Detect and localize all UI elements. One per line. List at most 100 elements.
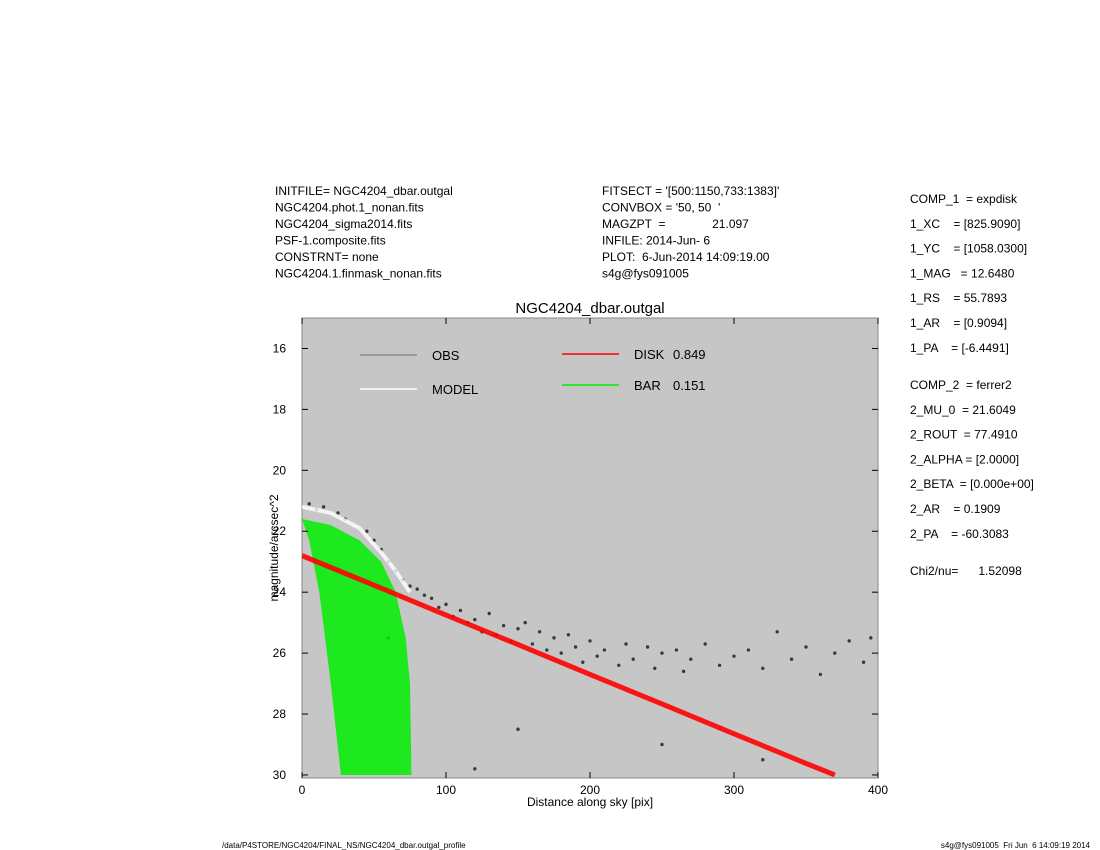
model-line xyxy=(302,504,412,594)
obs-point xyxy=(552,636,556,640)
obs-point xyxy=(660,651,664,655)
obs-point xyxy=(523,620,527,625)
param-line: 2_PA = -60.3083 xyxy=(910,527,1009,541)
y-axis-label: magnitude/arcsec^2 xyxy=(267,494,281,601)
x-tick-label: 400 xyxy=(868,783,888,797)
obs-point xyxy=(444,602,448,607)
x-tick-label: 100 xyxy=(436,783,456,797)
obs-point xyxy=(660,742,664,747)
info-line: CONSTRNT= none xyxy=(275,250,379,264)
obs-point xyxy=(869,636,873,640)
obs-point xyxy=(761,758,765,762)
info-line: PSF-1.composite.fits xyxy=(275,234,386,248)
obs-point xyxy=(437,605,441,610)
obs-point xyxy=(732,654,736,658)
obs-point xyxy=(624,642,628,646)
plot-marks xyxy=(302,502,873,778)
y-tick-label: 16 xyxy=(273,341,287,355)
param-line: COMP_2 = ferrer2 xyxy=(910,378,1012,392)
param-line: COMP_1 = expdisk xyxy=(910,192,1018,206)
y-tick-label: 28 xyxy=(273,707,287,721)
obs-point xyxy=(473,617,477,622)
param-line: 2_ALPHA = [2.0000] xyxy=(910,452,1019,466)
param-line: 2_AR = 0.1909 xyxy=(910,502,1001,516)
obs-point xyxy=(487,611,491,616)
obs-point xyxy=(617,663,621,667)
obs-point xyxy=(573,645,578,649)
info-line: INFILE: 2014-Jun- 6 xyxy=(602,234,710,248)
info-line: MAGZPT = 21.097 xyxy=(602,217,749,231)
obs-point xyxy=(746,648,751,652)
info-line: NGC4204_sigma2014.fits xyxy=(275,217,412,231)
param-line: 1_YC = [1058.0300] xyxy=(910,242,1027,256)
disk-band xyxy=(302,553,836,778)
obs-point xyxy=(501,623,506,628)
obs-point xyxy=(422,593,427,597)
y-tick-label: 24 xyxy=(273,585,287,599)
obs-point xyxy=(458,608,463,613)
param-line: 2_ROUT = 77.4910 xyxy=(910,428,1018,442)
info-line: s4g@fys091005 xyxy=(602,267,689,281)
obs-point xyxy=(645,645,650,649)
legend-fraction: 0.151 xyxy=(673,378,706,393)
obs-point xyxy=(689,657,693,661)
obs-point xyxy=(516,627,520,631)
x-tick-label: 0 xyxy=(299,783,306,797)
x-tick-label: 300 xyxy=(724,783,744,797)
obs-point xyxy=(631,657,635,661)
obs-point xyxy=(530,642,535,646)
legend-label: MODEL xyxy=(432,382,478,397)
obs-point xyxy=(847,639,851,643)
chart-title: NGC4204_dbar.outgal xyxy=(515,300,664,317)
bar-area xyxy=(302,519,412,775)
info-line: FITSECT = '[500:1150,733:1383]' xyxy=(602,184,779,198)
obs-point xyxy=(653,666,657,671)
legend-label: OBS xyxy=(432,348,460,363)
param-line: Chi2/nu= 1.52098 xyxy=(910,564,1022,578)
obs-point xyxy=(674,648,679,652)
obs-point xyxy=(717,663,722,667)
obs-point xyxy=(818,672,823,677)
legend-label: DISK xyxy=(634,347,665,362)
obs-point xyxy=(516,727,520,731)
obs-point xyxy=(775,630,779,634)
obs-point xyxy=(602,648,607,652)
obs-point xyxy=(595,654,599,658)
param-line: 2_MU_0 = 21.6049 xyxy=(910,403,1016,417)
obs-point xyxy=(415,587,419,591)
param-line: 1_XC = [825.9090] xyxy=(910,217,1020,231)
param-line: 1_AR = [0.9094] xyxy=(910,316,1007,330)
param-line: 1_MAG = 12.6480 xyxy=(910,266,1015,280)
y-tick-label: 26 xyxy=(273,646,287,660)
obs-point xyxy=(861,660,866,664)
obs-point xyxy=(537,630,542,634)
obs-point xyxy=(681,669,686,674)
obs-point xyxy=(703,642,707,646)
legend-fraction: 0.849 xyxy=(673,347,706,362)
info-line: NGC4204.1.finmask_nonan.fits xyxy=(275,267,442,281)
param-line: 1_RS = 55.7893 xyxy=(910,291,1007,305)
footer-left: /data/P4STORE/NGC4204/FINAL_NS/NGC4204_d… xyxy=(222,841,466,850)
info-line: INITFILE= NGC4204_dbar.outgal xyxy=(275,184,453,198)
x-tick-label: 200 xyxy=(580,783,600,797)
legend-label: BAR xyxy=(634,378,661,393)
obs-point xyxy=(429,596,434,600)
obs-point xyxy=(833,651,837,655)
info-line: CONVBOX = '50, 50 ' xyxy=(602,201,720,215)
obs-point xyxy=(804,645,808,649)
obs-point xyxy=(789,657,794,661)
y-tick-label: 22 xyxy=(273,524,287,538)
footer-right: s4g@fys091005 Fri Jun 6 14:09:19 2014 xyxy=(941,841,1091,850)
obs-point xyxy=(581,660,585,664)
y-tick-label: 18 xyxy=(273,402,287,416)
param-line: 2_BETA = [0.000e+00] xyxy=(910,477,1034,491)
obs-point xyxy=(566,633,571,637)
y-tick-label: 30 xyxy=(273,768,287,782)
y-tick-label: 20 xyxy=(273,463,287,477)
obs-point xyxy=(365,529,369,533)
info-line: NGC4204.phot.1_nonan.fits xyxy=(275,201,424,215)
obs-point xyxy=(559,651,563,655)
obs-point xyxy=(761,666,765,671)
obs-point xyxy=(336,511,340,515)
